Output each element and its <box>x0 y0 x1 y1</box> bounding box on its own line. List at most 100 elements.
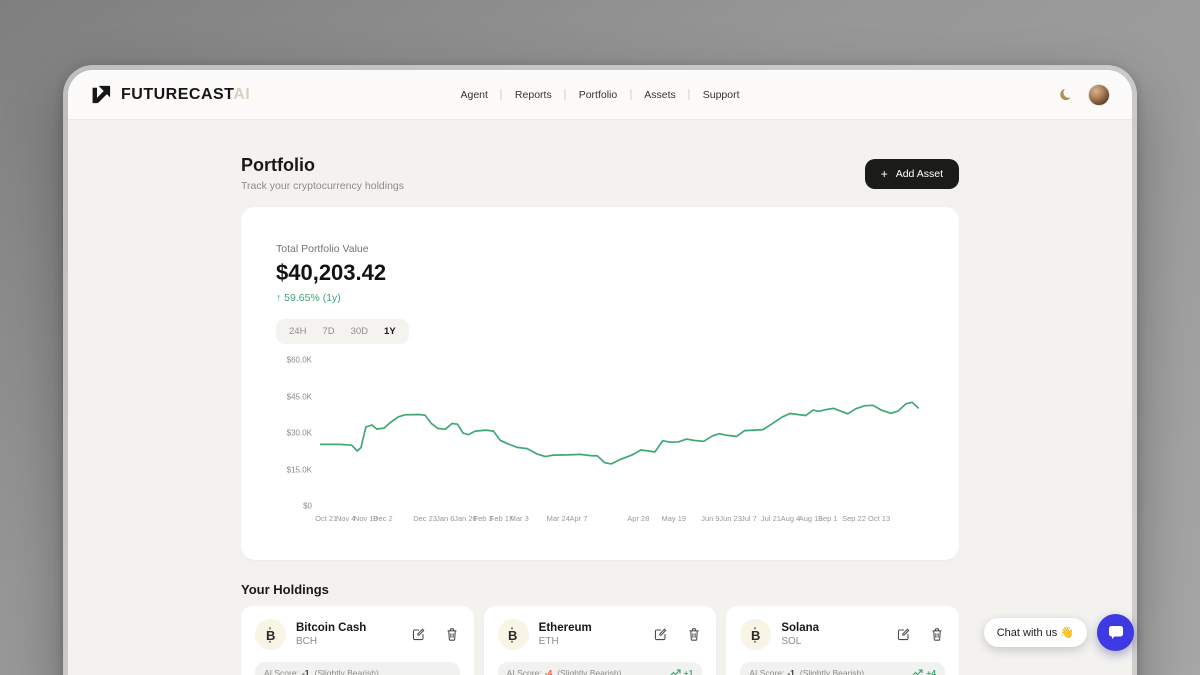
add-asset-button[interactable]: + Add Asset <box>864 159 959 189</box>
nav-item-agent[interactable]: Agent <box>460 88 488 101</box>
portfolio-line-chart: $60.0K $45.0K $30.0K $15.0K $0 Oct 21 Nov 4 No… <box>276 356 931 526</box>
coin-name: Bitcoin Cash <box>296 622 367 634</box>
ai-score-value: -1 <box>787 668 795 675</box>
range-button-7d[interactable]: 7D <box>322 326 335 337</box>
chat-widget: Chat with us 👋 <box>983 614 1134 651</box>
range-button-24h[interactable]: 24H <box>289 326 307 337</box>
coin-symbol: BCH <box>296 636 318 647</box>
trend-change-value: +1 <box>683 668 694 675</box>
x-axis-tick-label: Jan 20 <box>454 514 477 523</box>
x-axis-tick-label: Feb 3 <box>473 514 493 523</box>
nav-item-assets[interactable]: Assets <box>644 88 676 101</box>
x-axis-tick-label: Jan 6 <box>436 514 455 523</box>
y-axis-tick-label: $15.0K <box>286 465 312 474</box>
x-axis-tick-label: Aug 18 <box>798 514 823 523</box>
nav-divider <box>688 89 690 100</box>
x-axis-tick-label: Nov 18 <box>353 514 378 523</box>
crypto-coin-icon: B <box>255 619 286 650</box>
range-button-30d[interactable]: 30D <box>350 326 369 337</box>
top-navigation-bar: FUTURECASTAI Agent Reports Portfolio Ass… <box>68 70 1132 120</box>
chart-plot-area[interactable] <box>320 360 931 506</box>
main-content: Portfolio Track your cryptocurrency hold… <box>68 120 1132 675</box>
ai-score-badge: AI Score: -4 (Slightly Bearish) +1 <box>497 662 703 675</box>
ai-score-value: -4 <box>544 668 553 675</box>
delete-holding-icon[interactable] <box>686 626 702 643</box>
page-subtitle: Track your cryptocurrency holdings <box>241 180 405 192</box>
ai-score-sentiment: (Slightly Bearish) <box>557 668 622 675</box>
brand-logo[interactable]: FUTURECASTAI <box>90 83 250 106</box>
coin-symbol: ETH <box>538 636 559 647</box>
x-axis-tick-label: Mar 24 <box>546 514 570 523</box>
x-axis-tick-label: Feb 17 <box>489 514 514 523</box>
chart-x-axis: Oct 21 Nov 4 Nov 18 Dec 2 Dec 23 Jan 6 Jan 20 F… <box>315 510 931 526</box>
portfolio-value-card: Total Portfolio Value $40,203.42 ↑ 59.65… <box>241 207 959 560</box>
chart-y-axis: $60.0K $45.0K $30.0K $15.0K $0 <box>276 356 320 511</box>
x-axis-tick-label: Dec 23 <box>413 514 437 523</box>
nav-divider <box>630 89 632 100</box>
nav-divider <box>564 89 566 100</box>
holding-card-bitcoin-cash: B Bitcoin Cash BCH <box>241 606 474 675</box>
edit-holding-icon[interactable] <box>410 626 427 643</box>
crypto-coin-icon: B <box>740 619 772 650</box>
chat-with-us-button[interactable]: Chat with us 👋 <box>983 618 1087 647</box>
y-axis-tick-label: $45.0K <box>286 392 312 401</box>
holdings-list: B Bitcoin Cash BCH <box>241 606 960 675</box>
ai-score-badge: AI Score: -1 (Slightly Bearish) +4 <box>740 662 946 675</box>
total-portfolio-value-label: Total Portfolio Value <box>276 243 369 255</box>
app-window: FUTURECASTAI Agent Reports Portfolio Ass… <box>63 65 1137 675</box>
nav-item-support[interactable]: Support <box>702 88 740 101</box>
x-axis-tick-label: Mar 3 <box>509 514 529 523</box>
ai-score-sentiment: (Slightly Bearish) <box>314 668 379 675</box>
delete-holding-icon[interactable] <box>444 626 460 643</box>
plus-icon: + <box>880 167 888 181</box>
x-axis-tick-label: Apr 7 <box>569 514 588 523</box>
y-axis-tick-label: $0 <box>303 501 312 511</box>
x-axis-tick-label: May 19 <box>661 514 687 523</box>
nav-item-reports[interactable]: Reports <box>514 88 552 101</box>
total-portfolio-value: $40,203.42 <box>276 260 387 285</box>
trend-up-icon <box>912 669 923 675</box>
coin-name: Solana <box>781 622 820 634</box>
page-title: Portfolio <box>241 155 315 175</box>
nav-item-portfolio[interactable]: Portfolio <box>578 88 618 101</box>
delete-holding-icon[interactable] <box>929 626 945 643</box>
edit-holding-icon[interactable] <box>652 626 669 643</box>
x-axis-tick-label: Jun 9 <box>701 514 720 523</box>
x-axis-tick-label: Sep 1 <box>817 514 838 523</box>
dark-mode-moon-icon[interactable] <box>1059 87 1074 102</box>
time-range-selector: 24H 7D 30D 1Y <box>276 319 409 344</box>
holding-card-ethereum: B Ethereum ETH <box>483 606 717 675</box>
x-axis-tick-label: Jul 21 <box>760 514 781 523</box>
x-axis-tick-label: Jun 23 <box>719 514 742 523</box>
y-axis-tick-label: $30.0K <box>286 428 312 438</box>
ai-score-sentiment: (Slightly Bearish) <box>799 668 865 675</box>
ai-score-badge: AI Score: -1 (Slightly Bearish) <box>255 662 460 675</box>
main-nav: Agent Reports Portfolio Assets Support <box>460 89 739 101</box>
x-axis-tick-label: Nov 4 <box>335 514 356 523</box>
crypto-coin-icon: B <box>497 619 529 650</box>
brand-name: FUTURECASTAI <box>121 85 251 103</box>
chat-bubble-icon <box>1108 625 1124 640</box>
svg-text:B: B <box>508 628 517 643</box>
trend-change-value: +4 <box>926 668 937 675</box>
holdings-section-title: Your Holdings <box>241 582 329 597</box>
x-axis-tick-label: Dec 2 <box>373 514 393 523</box>
trend-up-icon <box>669 669 681 675</box>
coin-name: Ethereum <box>538 622 592 634</box>
x-axis-tick-label: Apr 28 <box>627 514 650 523</box>
ai-score-value: -1 <box>301 668 310 675</box>
edit-holding-icon[interactable] <box>895 626 912 643</box>
holding-card-solana: B Solana SOL <box>726 606 960 675</box>
chat-bubble-button[interactable] <box>1097 614 1134 651</box>
nav-divider <box>500 89 502 100</box>
portfolio-change: ↑ 59.65% (1y) <box>276 292 341 304</box>
user-avatar[interactable] <box>1088 83 1110 106</box>
svg-text:B: B <box>266 628 275 643</box>
x-axis-tick-label: Oct 13 <box>868 514 891 523</box>
brand-suffix: AI <box>233 85 251 103</box>
x-axis-tick-label: Aug 4 <box>780 514 801 523</box>
coin-symbol: SOL <box>781 636 802 647</box>
range-button-1y[interactable]: 1Y <box>384 326 396 337</box>
x-axis-tick-label: Oct 21 <box>315 514 338 523</box>
svg-text:B: B <box>751 628 760 643</box>
